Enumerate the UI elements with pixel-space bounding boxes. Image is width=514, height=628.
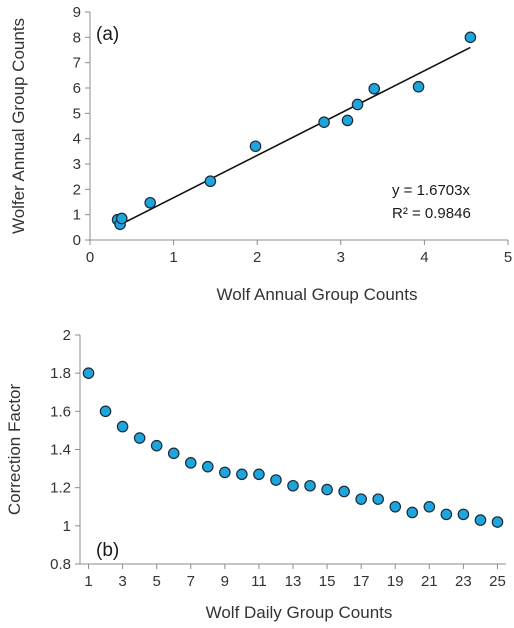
data-point [204, 175, 217, 188]
data-point [406, 506, 419, 519]
y-axis-title: Wolfer Annual Group Counts [9, 18, 28, 234]
data-point [321, 483, 333, 496]
x-tick-label: 2 [253, 249, 261, 266]
data-point [372, 493, 384, 505]
y-tick-label: 8 [73, 29, 81, 46]
x-tick-label: 19 [387, 573, 404, 590]
x-tick-label: 7 [187, 573, 195, 590]
data-point [464, 31, 477, 44]
y-tick-label: 4 [73, 131, 81, 148]
x-tick-label: 4 [420, 249, 428, 266]
data-point [99, 405, 112, 418]
y-tick-label: 6 [73, 80, 81, 97]
data-point [202, 460, 214, 473]
data-point [150, 439, 163, 452]
x-tick-label: 1 [169, 249, 177, 266]
y-tick-label: 1.2 [50, 480, 71, 497]
data-point [270, 474, 282, 486]
x-tick-label: 11 [251, 573, 267, 590]
equation-label: y = 1.6703x [392, 182, 470, 199]
data-point [219, 466, 231, 479]
data-point [304, 479, 316, 492]
x-tick-label: 15 [319, 573, 336, 590]
y-tick-label: 1.4 [50, 442, 71, 459]
x-tick-label: 21 [421, 573, 438, 590]
panel-label: (a) [96, 24, 119, 45]
data-point [184, 457, 197, 469]
data-point [253, 468, 265, 481]
data-point [351, 98, 364, 111]
y-tick-label: 5 [73, 105, 81, 122]
data-point [368, 82, 381, 95]
x-axis-title: Wolf Daily Group Counts [206, 603, 393, 622]
y-axis-title: Correction Factor [5, 384, 24, 516]
trendline [117, 46, 471, 227]
data-point [82, 367, 95, 379]
data-point [236, 468, 248, 481]
data-point [341, 114, 354, 127]
data-point [287, 479, 299, 492]
data-point [115, 212, 128, 225]
y-tick-label: 1 [73, 207, 81, 224]
x-tick-label: 3 [118, 573, 126, 590]
data-point [144, 196, 156, 209]
data-point [412, 80, 425, 93]
data-point [133, 432, 146, 444]
panel-a-scatter-chart: 0 1 2 3 4 5 6 7 8 9 0 1 2 3 4 5 Wolf Annual Group Counts… [9, 4, 512, 304]
panel-b-scatter-chart: 0.811.21.41.61.821 3 5 7 9 11 13 15 17 19 21 23 25Wo… [5, 327, 506, 622]
data-point [474, 514, 487, 526]
data-point [389, 500, 402, 513]
data-point [355, 493, 367, 505]
y-tick-label: 7 [73, 55, 81, 72]
y-tick-label: 1.6 [50, 403, 71, 420]
x-tick-label: 1 [84, 573, 92, 590]
x-tick-label: 0 [86, 249, 94, 266]
data-point [249, 140, 262, 153]
x-tick-label: 9 [221, 573, 229, 590]
y-tick-label: 1 [63, 518, 71, 535]
x-tick-label: 5 [504, 249, 512, 266]
y-tick-label: 2 [63, 327, 71, 344]
x-axis-title: Wolf Annual Group Counts [217, 285, 418, 304]
data-point [318, 116, 330, 128]
r-squared-label: R² = 0.9846 [392, 205, 471, 222]
data-point [440, 508, 453, 521]
y-tick-label: 2 [73, 181, 81, 198]
x-tick-label: 23 [455, 573, 472, 590]
x-tick-label: 5 [153, 573, 161, 590]
y-tick-label: 0.8 [50, 556, 71, 573]
data-point [116, 420, 129, 433]
x-tick-label: 17 [353, 573, 370, 590]
y-tick-label: 3 [73, 156, 81, 173]
data-point [167, 447, 180, 460]
data-point [457, 508, 470, 521]
panel-label: (b) [96, 540, 119, 561]
y-tick-label: 0 [73, 232, 81, 249]
data-point [423, 500, 436, 513]
x-tick-label: 13 [285, 573, 302, 590]
y-tick-label: 1.8 [50, 365, 71, 382]
x-tick-label: 3 [337, 249, 345, 266]
y-tick-label: 9 [73, 4, 81, 21]
x-tick-label: 25 [489, 573, 506, 590]
data-point [338, 485, 350, 498]
data-point [491, 516, 504, 528]
